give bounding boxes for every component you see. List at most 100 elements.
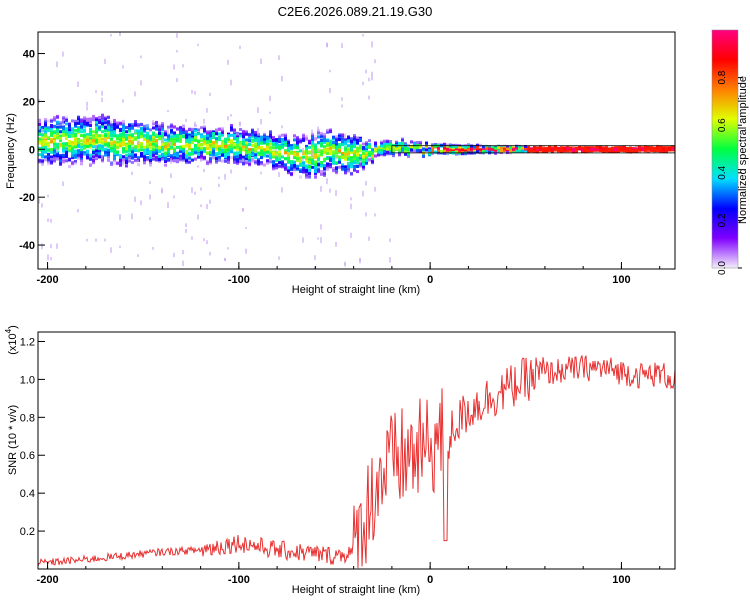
heatmap-cell [128, 145, 131, 149]
heatmap-cell [125, 147, 128, 151]
heatmap-cell [221, 133, 224, 137]
heatmap-cell [659, 148, 662, 152]
heatmap-cell [107, 141, 110, 145]
heatmap-cell [260, 156, 263, 160]
heatmap-cell [176, 159, 179, 163]
heatmap-cell [365, 212, 367, 217]
heatmap-cell [122, 147, 125, 151]
heatmap-cell [341, 155, 344, 159]
heatmap-cell [209, 130, 212, 134]
heatmap-cell [347, 165, 350, 169]
heatmap-cell [629, 147, 632, 151]
heatmap-cell [98, 149, 101, 153]
heatmap-cell [65, 153, 68, 157]
heatmap-cell [122, 141, 125, 145]
heatmap-cell [659, 145, 662, 149]
heatmap-cell [89, 123, 92, 127]
heatmap-cell [536, 146, 539, 150]
heatmap-cell [587, 148, 590, 152]
heatmap-cell [554, 148, 557, 152]
heatmap-cell [452, 145, 455, 149]
heatmap-cell [230, 133, 233, 137]
heatmap-cell [227, 116, 229, 121]
heatmap-cell [248, 137, 251, 141]
heatmap-cell [191, 141, 194, 145]
heatmap-cell [140, 129, 143, 133]
heatmap-cell [65, 150, 68, 154]
heatmap-cell [320, 224, 322, 230]
heatmap-cell [47, 162, 50, 166]
heatmap-cell [269, 156, 272, 160]
heatmap-cell [509, 149, 512, 153]
heatmap-cell [254, 138, 257, 142]
heatmap-cell [335, 167, 338, 171]
heatmap-cell [53, 142, 56, 146]
heatmap-cell [146, 144, 149, 148]
heatmap-cell [461, 152, 464, 156]
heatmap-cell [263, 148, 266, 152]
heatmap-cell [131, 124, 134, 128]
heatmap-cell [287, 155, 290, 159]
heatmap-cell [389, 238, 391, 243]
heatmap-cell [206, 108, 208, 113]
heatmap-cell [347, 169, 350, 173]
heatmap-cell [68, 140, 71, 144]
heatmap-cell [314, 172, 317, 176]
heatmap-cell [164, 138, 167, 142]
heatmap-cell [671, 147, 674, 151]
heatmap-cell [662, 145, 665, 149]
heatmap-cell [233, 145, 236, 149]
heatmap-cell [116, 124, 119, 128]
heatmap-cell [320, 170, 323, 174]
heatmap-cell [488, 145, 491, 149]
heatmap-cell [491, 146, 494, 150]
heatmap-cell [83, 137, 86, 141]
heatmap-cell [41, 150, 44, 154]
heatmap-cell [311, 135, 314, 139]
heatmap-cell [233, 158, 236, 162]
heatmap-cell [200, 154, 203, 158]
heatmap-cell [155, 135, 158, 139]
heatmap-cell [266, 138, 269, 142]
heatmap-cell [485, 146, 488, 150]
heatmap-cell [575, 150, 578, 154]
heatmap-cell [275, 154, 277, 157]
heatmap-cell [95, 118, 98, 122]
heatmap-cell [131, 134, 134, 138]
heatmap-cell [41, 160, 44, 164]
heatmap-cell [65, 122, 68, 126]
heatmap-cell [251, 138, 254, 142]
heatmap-cell [194, 135, 197, 139]
heatmap-cell [167, 129, 169, 135]
heatmap-cell [425, 141, 428, 145]
heatmap-cell [254, 145, 257, 149]
heatmap-cell [377, 147, 380, 151]
heatmap-cell [47, 126, 50, 130]
heatmap-cell [146, 124, 149, 128]
heatmap-cell [59, 130, 62, 134]
heatmap-cell [95, 153, 98, 157]
heatmap-cell [260, 171, 262, 175]
heatmap-cell [389, 140, 392, 144]
heatmap-cell [398, 146, 401, 150]
heatmap-cell [428, 148, 431, 152]
heatmap-cell [443, 148, 446, 152]
heatmap-cell [518, 149, 521, 153]
heatmap-cell [332, 135, 335, 139]
heatmap-cell [167, 153, 170, 157]
heatmap-cell [281, 155, 284, 159]
heatmap-cell [107, 148, 110, 152]
heatmap-cell [107, 144, 110, 148]
heatmap-cell [86, 121, 89, 125]
heatmap-cell [179, 147, 182, 151]
heatmap-cell [401, 137, 404, 141]
heatmap-cell [53, 140, 56, 144]
heatmap-cell [254, 154, 257, 158]
heatmap-cell [95, 135, 98, 139]
heatmap-cell [161, 137, 163, 144]
heatmap-cell [341, 139, 344, 143]
heatmap-cell [188, 138, 191, 142]
heatmap-cell [95, 140, 98, 144]
heatmap-cell [104, 117, 107, 121]
heatmap-cell [323, 145, 326, 149]
